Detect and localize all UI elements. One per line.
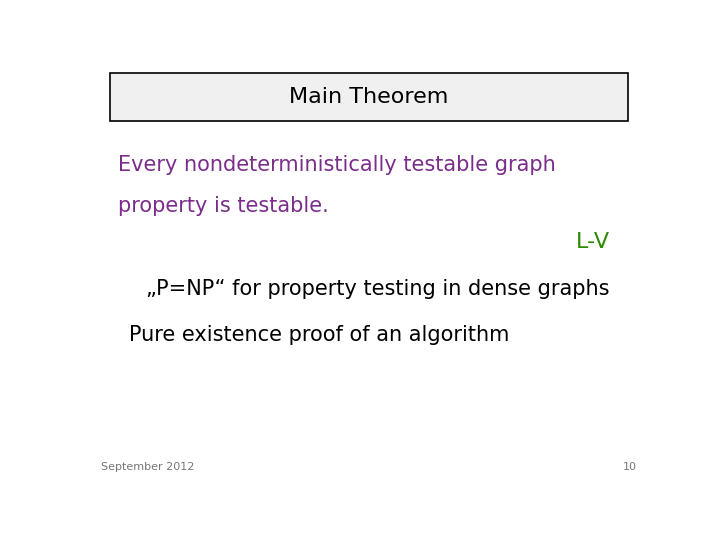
- Text: September 2012: September 2012: [101, 462, 194, 472]
- Text: Pure existence proof of an algorithm: Pure existence proof of an algorithm: [129, 325, 510, 345]
- Text: Main Theorem: Main Theorem: [289, 87, 449, 107]
- FancyBboxPatch shape: [109, 73, 629, 121]
- Text: Every nondeterministically testable graph: Every nondeterministically testable grap…: [118, 154, 556, 174]
- Text: 10: 10: [623, 462, 637, 472]
- Text: property is testable.: property is testable.: [118, 196, 328, 216]
- Text: „P=NP“ for property testing in dense graphs: „P=NP“ for property testing in dense gra…: [145, 279, 609, 299]
- Text: L-V: L-V: [575, 232, 610, 252]
